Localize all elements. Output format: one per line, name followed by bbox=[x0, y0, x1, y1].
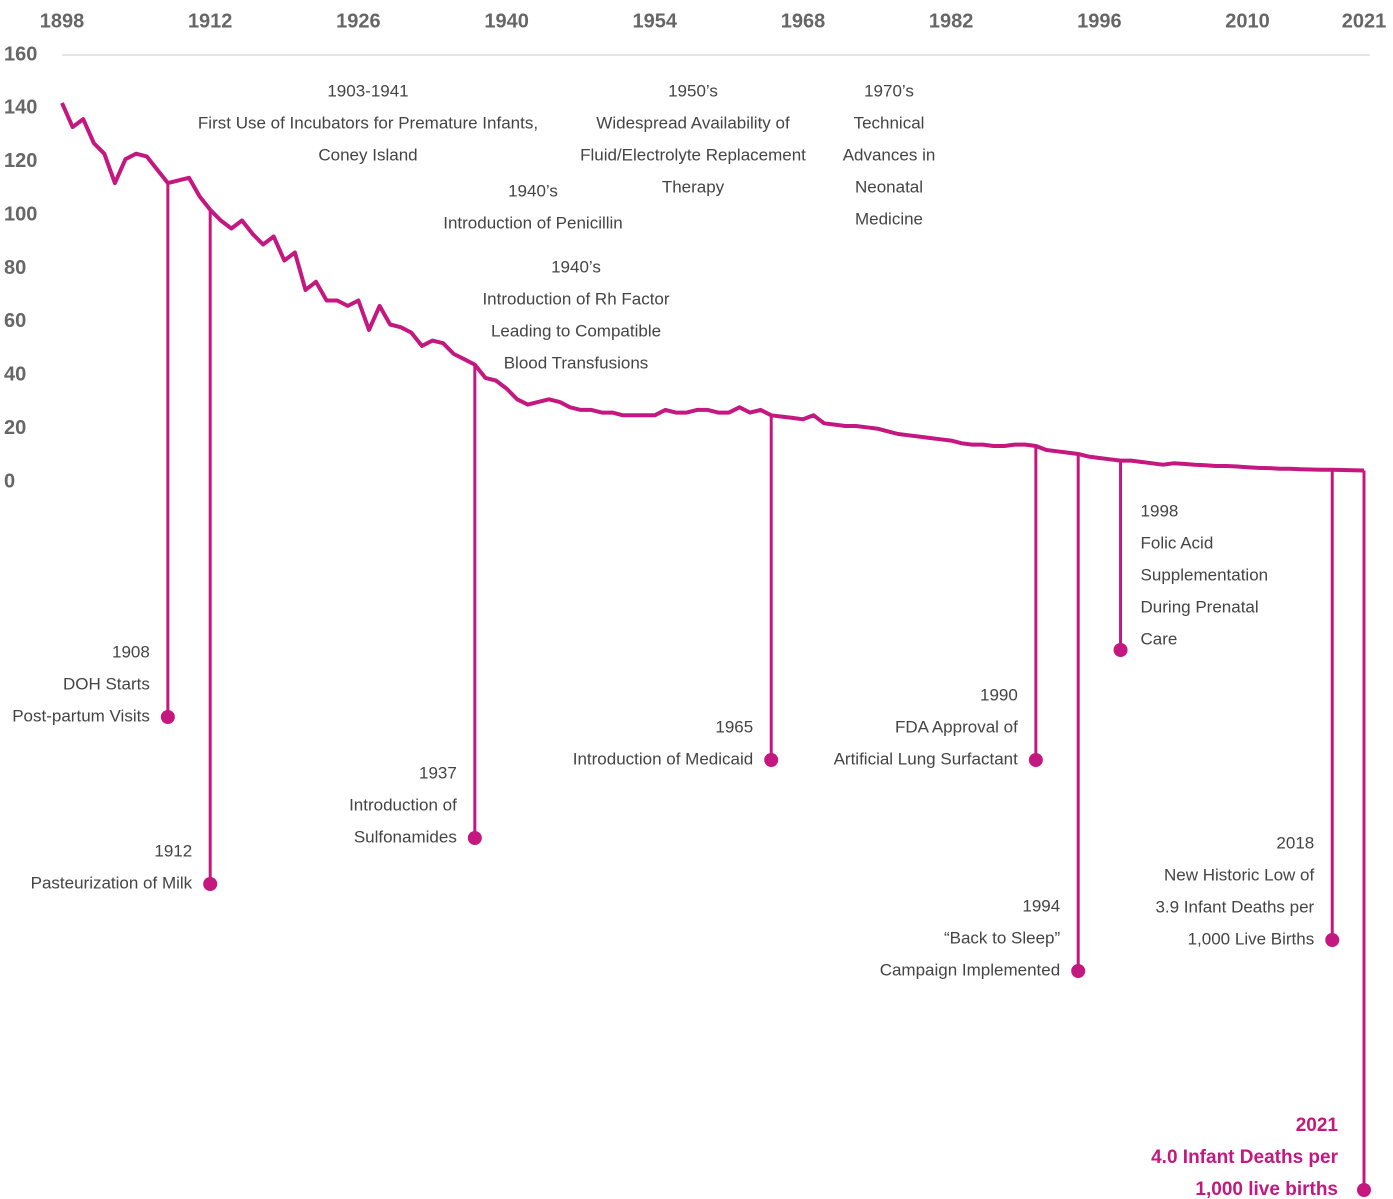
annotation-text: 1937 bbox=[419, 763, 457, 782]
y-tick-label: 80 bbox=[4, 257, 26, 279]
x-tick-label: 2021 bbox=[1342, 10, 1387, 32]
annotation-text: 3.9 Infant Deaths per bbox=[1155, 897, 1314, 916]
annotation-text: Introduction of bbox=[349, 795, 457, 814]
annotation-text: Blood Transfusions bbox=[504, 353, 649, 372]
annotation-text: 1912 bbox=[154, 841, 192, 860]
y-tick-label: 60 bbox=[4, 310, 26, 332]
annotation-text: Technical bbox=[854, 113, 925, 132]
annotation-text: Coney Island bbox=[318, 145, 417, 164]
y-tick-label: 0 bbox=[4, 470, 15, 492]
annotation-text: Therapy bbox=[662, 177, 725, 196]
annotation-text: Introduction of Penicillin bbox=[443, 213, 623, 232]
x-tick-label: 1996 bbox=[1077, 10, 1122, 32]
annotation-text: Widespread Availability of bbox=[596, 113, 790, 132]
annotation-text: 1,000 live births bbox=[1195, 1179, 1338, 1199]
annotation-text: 1990 bbox=[980, 685, 1018, 704]
annotation-text: Post-partum Visits bbox=[12, 706, 150, 725]
y-tick-label: 140 bbox=[4, 97, 37, 119]
annotation-text: Supplementation bbox=[1141, 565, 1269, 584]
annotation-dot bbox=[160, 710, 175, 724]
x-tick-label: 1940 bbox=[484, 10, 529, 32]
annotation-dot bbox=[1071, 964, 1086, 978]
annotation-dot bbox=[1028, 753, 1043, 767]
annotation-text: Advances in bbox=[843, 145, 936, 164]
annotation-text: 4.0 Infant Deaths per bbox=[1151, 1147, 1338, 1168]
annotation-text: First Use of Incubators for Premature In… bbox=[198, 113, 538, 132]
x-tick-label: 1912 bbox=[188, 10, 233, 32]
annotation-text: “Back to Sleep” bbox=[944, 928, 1061, 947]
annotation-text: Campaign Implemented bbox=[880, 960, 1060, 979]
annotation-text: Folic Acid bbox=[1141, 533, 1214, 552]
y-tick-label: 160 bbox=[4, 43, 37, 65]
annotation-text: 1903-1941 bbox=[327, 81, 408, 100]
annotation-text: 1965 bbox=[715, 717, 753, 736]
annotation-text: 2021 bbox=[1296, 1115, 1339, 1136]
annotation-text: 1,000 Live Births bbox=[1188, 929, 1315, 948]
annotation-text: 1940’s bbox=[551, 257, 601, 276]
annotation-dot bbox=[1113, 643, 1128, 657]
annotation-text: Fluid/Electrolyte Replacement bbox=[580, 145, 806, 164]
x-tick-label: 2010 bbox=[1225, 10, 1270, 32]
annotation-text: Leading to Compatible bbox=[491, 321, 661, 340]
annotation-dot bbox=[764, 753, 779, 767]
annotation-text: Neonatal bbox=[855, 177, 923, 196]
y-tick-label: 100 bbox=[4, 203, 37, 225]
annotation-dot bbox=[467, 831, 482, 845]
annotation-text: 1908 bbox=[112, 642, 150, 661]
annotation-text: 1940’s bbox=[508, 181, 558, 200]
x-tick-label: 1954 bbox=[633, 10, 678, 32]
annotation-text: 1994 bbox=[1022, 896, 1060, 915]
y-tick-label: 120 bbox=[4, 150, 37, 172]
annotation-text: Artificial Lung Surfactant bbox=[834, 749, 1019, 768]
x-tick-label: 1982 bbox=[929, 10, 974, 32]
x-tick-label: 1898 bbox=[40, 10, 85, 32]
annotation-text: FDA Approval of bbox=[895, 717, 1018, 736]
annotation-text: Sulfonamides bbox=[354, 827, 457, 846]
annotation-dot bbox=[203, 877, 218, 891]
annotation-text: Introduction of Medicaid bbox=[573, 749, 754, 768]
annotation-text: 1950’s bbox=[668, 81, 718, 100]
annotation-text: Introduction of Rh Factor bbox=[482, 289, 669, 308]
data-line bbox=[60, 102, 1365, 473]
x-tick-label: 1926 bbox=[336, 10, 381, 32]
y-tick-label: 20 bbox=[4, 417, 26, 439]
annotation-dot bbox=[1325, 933, 1340, 947]
annotation-text: 1970’s bbox=[864, 81, 914, 100]
annotation-text: DOH Starts bbox=[63, 674, 150, 693]
annotation-text: Pasteurization of Milk bbox=[31, 873, 193, 892]
annotation-text: 2018 bbox=[1276, 833, 1314, 852]
annotation-text: New Historic Low of bbox=[1164, 865, 1314, 884]
annotation-text: 1998 bbox=[1141, 501, 1179, 520]
y-tick-label: 40 bbox=[4, 364, 26, 386]
annotation-text: Care bbox=[1141, 629, 1178, 648]
annotation-dot bbox=[1357, 1183, 1371, 1197]
x-tick-label: 1968 bbox=[781, 10, 826, 32]
annotation-text: Medicine bbox=[855, 209, 923, 228]
annotation-text: During Prenatal bbox=[1141, 597, 1259, 616]
